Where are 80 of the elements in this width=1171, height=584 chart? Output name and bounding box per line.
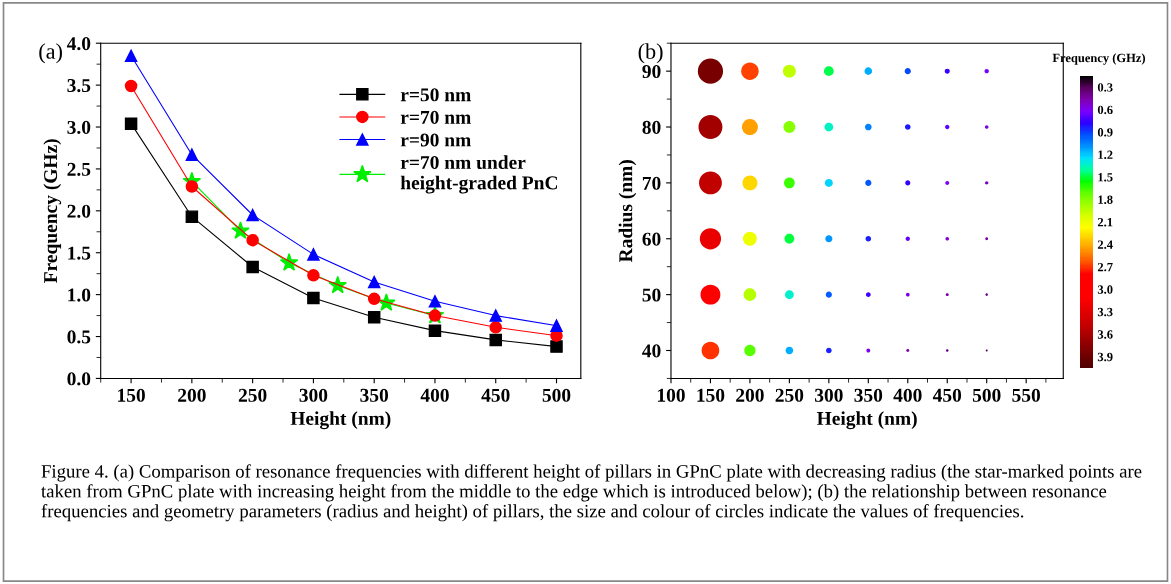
point <box>246 260 259 274</box>
point <box>124 79 138 93</box>
x-axis-title: Height (nm) <box>290 411 391 430</box>
x-tick-label: 350 <box>360 388 389 402</box>
color-bar-label: 0.6 <box>1097 105 1113 115</box>
color-bar-label: 1.2 <box>1098 150 1113 160</box>
legend-label: r=70 nm under height-graded PnC <box>400 155 558 194</box>
point <box>185 148 199 161</box>
color-bar-label: 3.9 <box>1097 352 1113 362</box>
x-tick-label: 450 <box>481 388 510 402</box>
caption: Figure 4. (a) Comparison of resonance frequencies with different height of pillars in GPnC plate with decreasing radius (the star-marked points are taken from GPnC plate with increasing height from the middle to the edge which is introduced below); (b) the relationship between resonance frequencies and geometry parameters (radius and height) of pillars, the size and colour of circles indicate the values of frequencies. <box>41 464 1142 522</box>
y-tick-label: 1.0 <box>68 288 91 302</box>
x-tick-label: 200 <box>178 388 206 402</box>
point <box>246 233 259 247</box>
legend-label: r=70 nm <box>400 110 471 124</box>
color-bar-label: 1.8 <box>1098 195 1113 204</box>
point <box>307 248 320 261</box>
legend-label: r=90 nm <box>400 133 471 147</box>
y-tick-label: 2.0 <box>67 204 91 218</box>
point <box>307 291 320 305</box>
y-axis-title: Radius (nm) <box>618 160 637 263</box>
text: (a) <box>39 43 62 64</box>
color-bar-label: 2.4 <box>1097 240 1113 249</box>
y-tick-label: 0.0 <box>67 372 91 386</box>
y-tick-label: 50 <box>642 288 661 302</box>
point <box>489 333 502 347</box>
y-tick-label: 3.0 <box>67 120 91 135</box>
point <box>489 309 502 322</box>
point <box>367 275 381 289</box>
point <box>428 309 442 322</box>
point <box>124 49 138 63</box>
x-tick-label: 250 <box>238 388 267 402</box>
y-tick-label: 40 <box>642 344 661 358</box>
y-tick-label: 60 <box>642 232 661 246</box>
y-tick-label: 1.5 <box>68 246 91 260</box>
x-tick-label: 300 <box>814 388 843 402</box>
color-bar-label: 3.3 <box>1097 307 1113 317</box>
y-tick-label: 4.0 <box>66 37 91 51</box>
point <box>428 324 442 337</box>
point <box>367 292 381 306</box>
point <box>550 340 563 353</box>
x-tick-label: 400 <box>420 388 449 402</box>
point <box>550 319 563 332</box>
point <box>367 311 381 324</box>
point <box>246 208 259 222</box>
x-tick-label: 400 <box>893 388 922 402</box>
x-tick-label: 150 <box>697 388 725 402</box>
y-tick-label: 0.5 <box>67 330 91 344</box>
color-bar-label: 3.0 <box>1097 285 1113 294</box>
point <box>489 321 502 334</box>
x-tick-label: 200 <box>736 388 764 402</box>
x-tick-label: 350 <box>854 388 883 402</box>
x-tick-label: 150 <box>118 388 145 402</box>
x-tick-label: 100 <box>657 388 685 402</box>
y-tick-label: 70 <box>642 176 661 190</box>
x-tick-label: 250 <box>775 388 804 402</box>
point <box>307 269 320 282</box>
y-tick-label: 2.5 <box>67 162 91 176</box>
x-tick-label: 500 <box>972 388 1001 402</box>
x-axis-title: Height (nm) <box>816 411 917 430</box>
x-tick-label: 550 <box>1012 388 1041 402</box>
color-bar-label: 2.1 <box>1097 217 1113 227</box>
x-tick-label: 450 <box>932 388 962 402</box>
color-bar-label: 0.9 <box>1097 128 1113 137</box>
y-axis-title: Frequency (GHz) <box>43 139 62 283</box>
color-bar-label: 2.7 <box>1097 262 1113 272</box>
text: (b) <box>638 43 663 64</box>
point <box>185 180 199 193</box>
y-tick-label: 90 <box>642 64 661 79</box>
point <box>428 295 442 308</box>
x-tick-label: 500 <box>542 388 571 402</box>
y-tick-label: 80 <box>642 120 661 134</box>
point <box>185 210 199 223</box>
color-bar-label: 0.3 <box>1097 83 1113 92</box>
y-tick-label: 3.5 <box>67 78 91 93</box>
color-bar-label: 1.5 <box>1098 173 1113 182</box>
color-bar-label: 3.6 <box>1097 330 1113 339</box>
x-tick-label: 300 <box>299 388 328 402</box>
point <box>124 117 138 130</box>
legend-label: r=50 nm <box>400 88 471 102</box>
